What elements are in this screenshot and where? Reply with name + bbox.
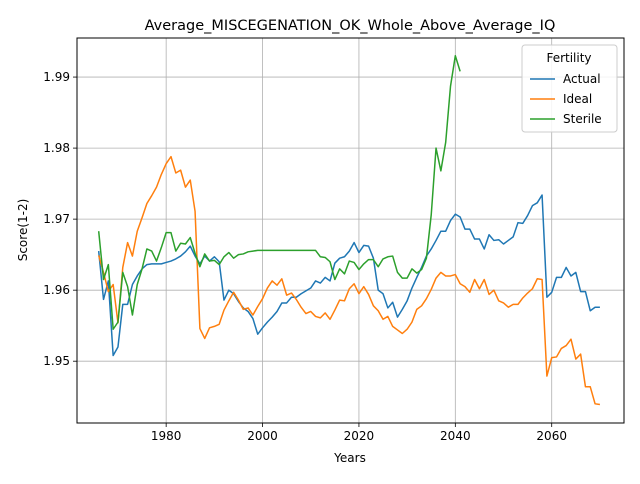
y-tick-label: 1.95 [43, 354, 70, 368]
legend-label-actual: Actual [563, 72, 601, 86]
chart-title: Average_MISCEGENATION_OK_Whole_Above_Ave… [145, 18, 556, 34]
series-line-actual [97, 194, 600, 357]
legend-items: Actual Ideal Sterile [530, 72, 602, 126]
x-axis-label: Years [333, 451, 366, 465]
y-tick-label: 1.98 [43, 141, 70, 155]
x-tick-label: 2060 [536, 429, 567, 443]
legend: Fertility Actual Ideal Sterile [521, 44, 618, 133]
y-tick-label: 1.99 [43, 70, 70, 84]
legend-box [521, 44, 618, 133]
axis-ticks: 1980 2000 2020 2040 2060 1.95 1.96 1.97 1.98 1.99 [43, 70, 567, 443]
y-tick-label: 1.96 [43, 283, 70, 297]
y-tick-label: 1.97 [43, 212, 70, 226]
legend-label-ideal: Ideal [563, 92, 592, 106]
x-tick-label: 2000 [247, 429, 278, 443]
x-tick-label: 2040 [440, 429, 471, 443]
series-lines [97, 55, 601, 406]
plot-frame [76, 37, 625, 424]
x-tick-label: 1980 [151, 429, 182, 443]
legend-label-sterile: Sterile [563, 112, 602, 126]
series-line-sterile [97, 55, 461, 330]
x-tick-label: 2020 [344, 429, 375, 443]
series-line-ideal [97, 155, 601, 406]
legend-title: Fertility [546, 51, 591, 65]
y-axis-label: Score(1-2) [16, 199, 30, 262]
